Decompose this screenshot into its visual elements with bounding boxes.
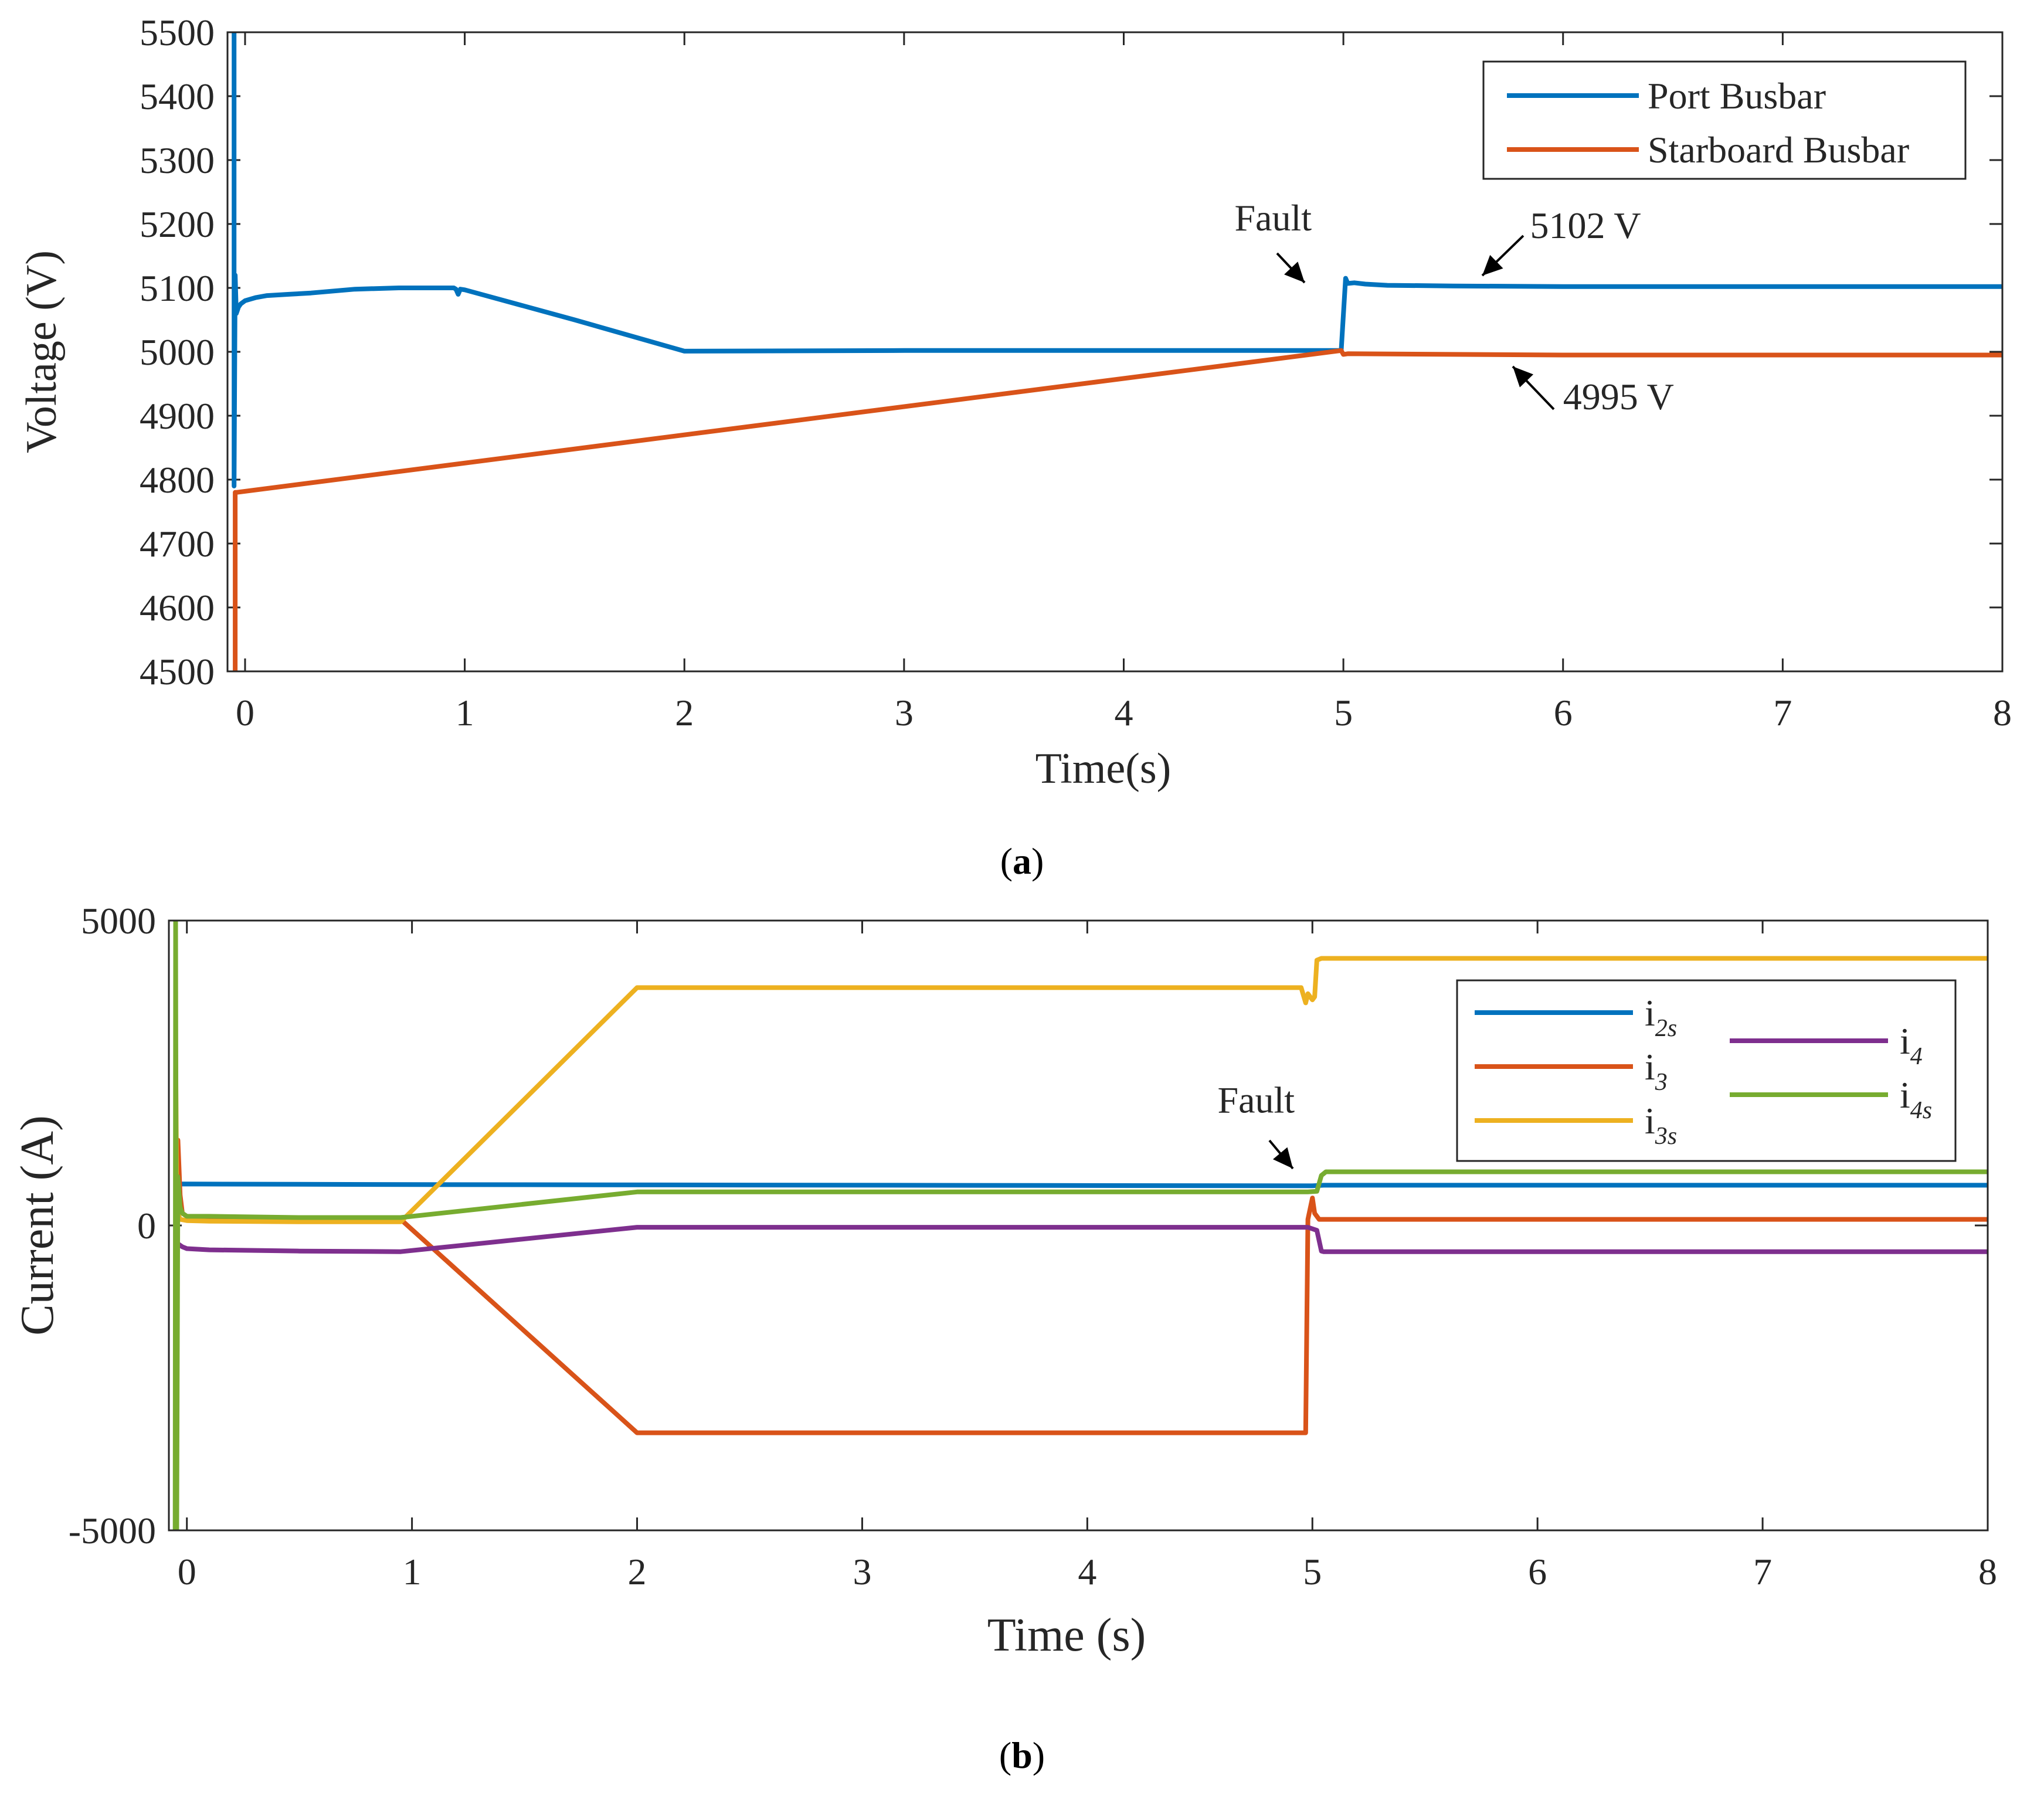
x-tick-label: 1 xyxy=(456,692,474,734)
x-tick-label: 6 xyxy=(1554,692,1573,734)
x-tick-label: 0 xyxy=(236,692,254,734)
x-tick-label: 0 xyxy=(178,1551,196,1593)
legend-label: Port Busbar xyxy=(1648,75,1826,117)
current-x-axis-label: Time (s) xyxy=(987,1610,1146,1661)
series-line-starboard-busbar xyxy=(233,348,2002,671)
voltage-x-axis-label: Time(s) xyxy=(1035,745,1172,793)
current-chart-tick-labels: 0 1 2 3 4 5 6 7 8 -5000 0 5000 xyxy=(69,900,1997,1593)
current-chart-annotations: Fault xyxy=(1218,1079,1295,1170)
y-tick-label: 4700 xyxy=(140,523,215,565)
y-tick-label: 4600 xyxy=(140,587,215,629)
legend-label: Starboard Busbar xyxy=(1648,129,1909,171)
voltage-chart-tick-labels: 0 1 2 3 4 5 6 7 8 4500 4600 4700 4800 4900 5000 5100 520… xyxy=(140,12,2012,734)
voltage-chart-lines xyxy=(232,32,2002,671)
annotation-starboard-voltage: 4995 V xyxy=(1563,376,1674,417)
current-chart: 0 1 2 3 4 5 6 7 8 -5000 0 5000 Time (s) Current (A)… xyxy=(12,900,1997,1661)
x-tick-label: 4 xyxy=(1114,692,1133,734)
x-tick-label: 3 xyxy=(895,692,914,734)
legend-box xyxy=(1482,60,1967,180)
y-tick-label: 5300 xyxy=(140,140,215,181)
x-tick-label: 7 xyxy=(1773,692,1792,734)
legend-box xyxy=(1456,979,1957,1162)
current-chart-frame xyxy=(168,919,1989,1532)
legend-label: i4s xyxy=(1900,1074,1932,1124)
series-line-i4s xyxy=(172,921,1988,1530)
current-y-axis-label: Current (A) xyxy=(12,1115,63,1335)
x-tick-label: 8 xyxy=(1978,1551,1997,1593)
x-tick-label: 5 xyxy=(1334,692,1353,734)
y-tick-label: 5200 xyxy=(140,203,215,245)
x-tick-label: 3 xyxy=(853,1551,871,1593)
voltage-chart-legend: Port Busbar Starboard Busbar xyxy=(1482,60,1967,180)
current-chart-lines xyxy=(172,921,1988,1530)
panel-b-letter: b xyxy=(1011,1734,1033,1776)
legend-label: i2s xyxy=(1645,992,1677,1042)
x-tick-label: 2 xyxy=(675,692,694,734)
legend-label: i3s xyxy=(1645,1100,1677,1150)
voltage-chart-annotations: Fault 5102 V 4995 V xyxy=(1234,197,1673,417)
x-tick-label: 1 xyxy=(403,1551,422,1593)
x-tick-label: 5 xyxy=(1303,1551,1322,1593)
annotation-fault: Fault xyxy=(1234,197,1312,239)
panel-a-caption: (a) xyxy=(1000,840,1044,882)
x-tick-label: 6 xyxy=(1528,1551,1547,1593)
y-tick-label: 5000 xyxy=(81,900,156,942)
annotation-arrowhead xyxy=(1272,1147,1293,1169)
series-line-i4 xyxy=(173,1225,1988,1275)
x-tick-label: 2 xyxy=(628,1551,647,1593)
y-tick-label: 5400 xyxy=(140,76,215,117)
panel-a-letter: a xyxy=(1013,840,1031,882)
legend-label: i4 xyxy=(1900,1020,1923,1070)
x-tick-label: 4 xyxy=(1078,1551,1096,1593)
annotation-arrowhead xyxy=(1513,366,1534,388)
y-tick-label: -5000 xyxy=(69,1510,156,1551)
annotation-fault: Fault xyxy=(1218,1079,1295,1121)
annotation-arrowhead xyxy=(1482,254,1503,276)
y-tick-label: 5500 xyxy=(140,12,215,53)
y-tick-label: 4900 xyxy=(140,395,215,437)
series-line-port-busbar xyxy=(232,32,2002,488)
voltage-chart: 0 1 2 3 4 5 6 7 8 4500 4600 4700 4800 4900 5000 5100 520… xyxy=(18,12,2012,793)
annotation-arrowhead xyxy=(1284,262,1305,283)
current-chart-legend: i2s i3 i3s i4 i4s xyxy=(1456,979,1957,1162)
y-tick-label: 4500 xyxy=(140,651,215,692)
y-tick-label: 5000 xyxy=(140,331,215,373)
voltage-chart-frame xyxy=(226,31,2004,673)
y-tick-label: 5100 xyxy=(140,267,215,309)
legend-label: i3 xyxy=(1645,1046,1668,1096)
x-tick-label: 8 xyxy=(1993,692,2012,734)
y-tick-label: 0 xyxy=(137,1205,156,1247)
panel-b-caption: (b) xyxy=(999,1734,1045,1776)
y-tick-label: 4800 xyxy=(140,459,215,501)
x-tick-label: 7 xyxy=(1753,1551,1772,1593)
annotation-port-voltage: 5102 V xyxy=(1530,205,1641,246)
voltage-y-axis-label: Voltage (V) xyxy=(18,250,66,453)
